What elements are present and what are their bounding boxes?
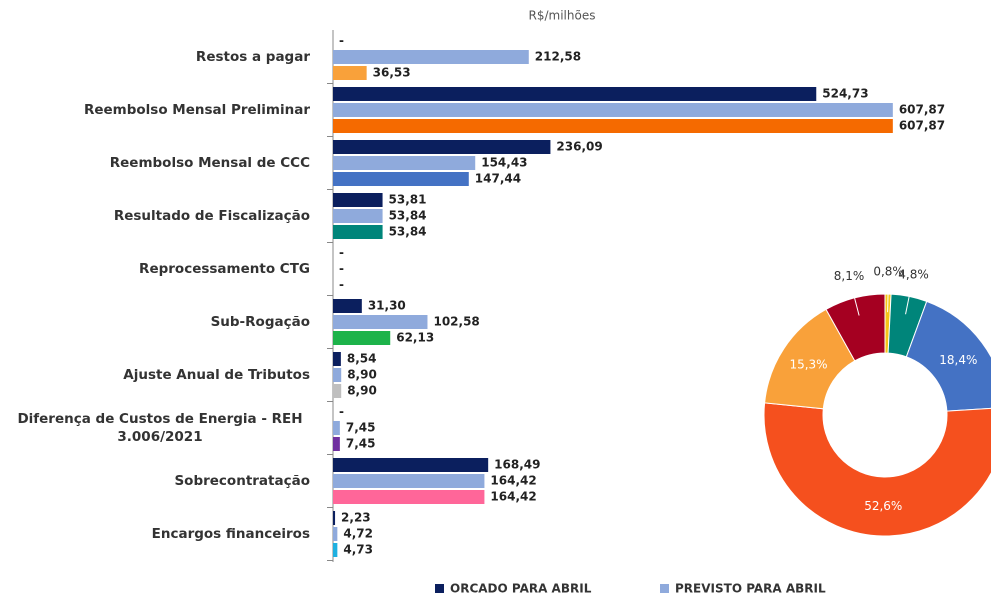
slice-label: 52,6% [864, 499, 902, 513]
legend-label: ORCADO PARA ABRIL [450, 582, 592, 595]
leader-line [851, 288, 860, 316]
bar [333, 511, 336, 525]
bar [333, 421, 340, 435]
bar [333, 527, 338, 541]
value-label: 53,84 [389, 209, 427, 223]
bar [333, 384, 342, 398]
bar [333, 490, 485, 504]
bar [333, 209, 383, 223]
donut-slice [763, 402, 991, 537]
slice-label: 18,4% [939, 353, 977, 367]
value-label: 164,42 [490, 474, 536, 488]
slice-label: 0,8% [873, 265, 904, 279]
slice-label: 8,1% [834, 269, 865, 283]
leader-line [887, 284, 889, 313]
value-label: 7,45 [346, 421, 376, 435]
bar [333, 103, 893, 117]
legend-swatch [435, 584, 444, 593]
donut-slice [905, 300, 991, 412]
category-label: Restos a pagar [195, 49, 310, 65]
legend-label: PREVISTO PARA ABRIL [675, 582, 826, 595]
value-label: 607,87 [899, 119, 945, 133]
legend-swatch [660, 584, 669, 593]
value-label: 607,87 [899, 103, 945, 117]
value-label: 62,13 [396, 331, 434, 345]
value-label: 524,73 [822, 87, 868, 101]
bar [333, 543, 338, 557]
category-label: Sub-Rogação [210, 314, 310, 330]
category-label: Ajuste Anual de Tributos [123, 367, 310, 383]
value-label: 36,53 [373, 66, 411, 80]
bar [333, 50, 529, 64]
category-label: Diferença de Custos de Energia - REH 3.0… [17, 411, 303, 445]
value-label: 102,58 [433, 315, 479, 329]
value-label: - [339, 34, 344, 48]
value-label: 8,54 [347, 352, 377, 366]
bar [333, 66, 367, 80]
donut-slice [825, 293, 886, 362]
value-label: 7,45 [346, 437, 376, 451]
category-label: Encargos financeiros [151, 526, 310, 542]
value-label: 31,30 [368, 299, 406, 313]
value-label: 168,49 [494, 458, 540, 472]
category-label: Resultado de Fiscalização [113, 208, 310, 224]
value-label: 4,72 [343, 527, 373, 541]
value-label: 236,09 [556, 140, 602, 154]
bar [333, 458, 489, 472]
value-label: 53,84 [389, 225, 427, 239]
bar [333, 156, 476, 170]
bar [333, 172, 469, 186]
value-label: 4,73 [343, 543, 373, 557]
slice-label: 4,8% [898, 267, 929, 281]
value-label: - [339, 278, 344, 292]
value-label: - [339, 246, 344, 260]
bar [333, 352, 341, 366]
value-label: - [339, 405, 344, 419]
bar [333, 315, 428, 329]
value-label: 164,42 [490, 490, 536, 504]
slice-label: 15,3% [789, 357, 827, 371]
value-label: 147,44 [475, 172, 521, 186]
value-label: 2,23 [341, 511, 371, 525]
bar [333, 140, 551, 154]
bar [333, 299, 362, 313]
category-label: Reembolso Mensal Preliminar [83, 102, 310, 118]
bar [333, 474, 485, 488]
value-label: 212,58 [535, 50, 581, 64]
bar [333, 193, 383, 207]
bar [333, 437, 340, 451]
category-label: Reembolso Mensal de CCC [109, 155, 310, 171]
value-label: 8,90 [347, 384, 377, 398]
value-label: 154,43 [481, 156, 527, 170]
value-label: 53,81 [389, 193, 427, 207]
bar [333, 87, 817, 101]
category-label: Sobrecontratação [174, 473, 310, 489]
bar [333, 331, 391, 345]
bar [333, 225, 383, 239]
value-label: - [339, 262, 344, 276]
bar [333, 119, 893, 133]
value-label: 8,90 [347, 368, 377, 382]
category-label: Reprocessamento CTG [139, 261, 310, 277]
unit-label: R$/milhões [529, 9, 596, 23]
leader-line [905, 286, 912, 315]
bar [333, 368, 342, 382]
